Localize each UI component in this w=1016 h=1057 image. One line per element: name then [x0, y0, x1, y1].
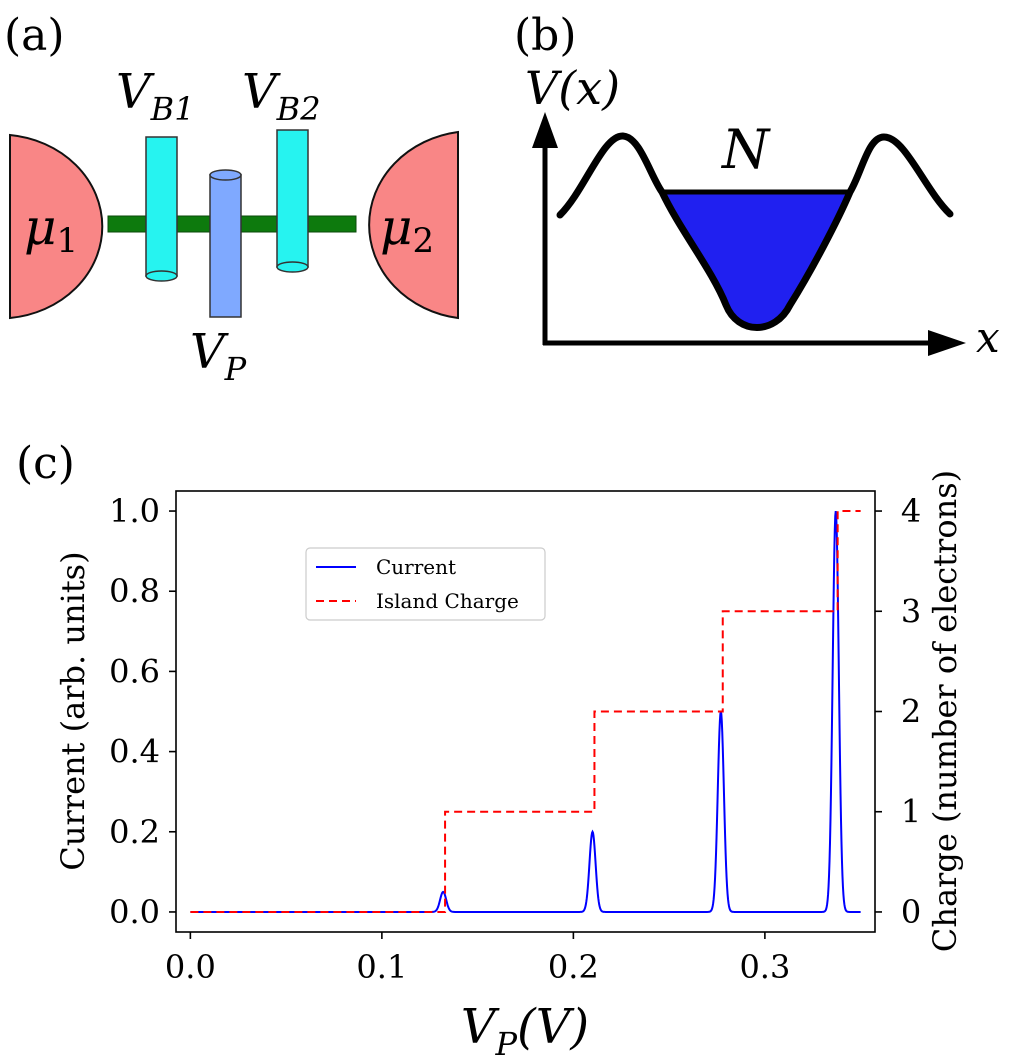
b-y-arrowhead — [532, 112, 558, 148]
vb1-label: VB1 — [116, 64, 195, 128]
y-right-tick-label: 1 — [901, 793, 921, 831]
legend-entry-island-charge: Island Charge — [376, 589, 519, 613]
b-x-arrowhead — [928, 330, 966, 356]
ticks-layer: 0.0 0.1 0.2 0.3 0.0 0.2 0.4 0.6 0.8 1.0 0 1 2 3 4 — [109, 492, 921, 986]
vb2-label: VB2 — [242, 64, 321, 128]
potential-curve — [556, 132, 954, 331]
mu2-label: μ2 — [380, 198, 434, 261]
y-right-tick-label: 0 — [901, 893, 921, 931]
y-left-tick-label: 0.4 — [109, 733, 160, 771]
legend-box — [305, 547, 546, 621]
well-fill — [662, 192, 850, 328]
barrier-gate-2 — [276, 129, 309, 273]
y-left-tick-label: 0.2 — [109, 813, 160, 851]
chart: 0.0 0.1 0.2 0.3 0.0 0.2 0.4 0.6 0.8 1.0 0 1 2 3 4 Curr… — [54, 470, 964, 1057]
x-tick-label: 0.0 — [165, 948, 216, 986]
x-axis-label: VP(V) — [461, 999, 589, 1057]
y-left-tick-label: 0.8 — [109, 572, 160, 610]
y-left-tick-label: 0.0 — [109, 893, 160, 931]
y-left-tick-label: 0.6 — [109, 652, 160, 690]
panel-c: (c) 0.0 0.1 0.2 0.3 0.0 0.2 0.4 0.6 0.8 1.0 0 1 2 3 4 … — [16, 438, 964, 1057]
panel-b-label: (b) — [514, 10, 577, 61]
b-y-label: V(x) — [525, 61, 620, 115]
vp-label: VP — [190, 324, 247, 388]
b-x-label: x — [976, 313, 1000, 362]
left-lead — [9, 133, 104, 320]
right-lead — [368, 130, 459, 320]
mu1-label: μ1 — [24, 198, 78, 261]
series-island-charge-line — [190, 510, 861, 913]
panel-c-label: (c) — [16, 438, 75, 489]
x-tick-label: 0.2 — [548, 948, 599, 986]
y-right-axis-label: Charge (number of electrons) — [926, 470, 964, 952]
y-left-tick-label: 1.0 — [109, 492, 160, 530]
y-left-axis-label: Current (arb. units) — [54, 551, 92, 870]
panel-a: (a) μ1 μ2 VB1 VB2 VP — [4, 10, 459, 388]
barrier-gate-1 — [145, 136, 178, 282]
y-right-tick-label: 3 — [901, 592, 921, 630]
x-tick-label: 0.1 — [356, 948, 407, 986]
legend-entry-current: Current — [376, 555, 456, 579]
plunger-gate — [209, 169, 242, 318]
legend: Current Island Charge — [305, 547, 546, 621]
b-n-label: N — [720, 118, 771, 181]
panel-a-label: (a) — [4, 10, 65, 61]
series-layer — [190, 510, 861, 913]
y-right-tick-label: 2 — [901, 693, 921, 731]
panel-b: (b) V(x) x N — [514, 10, 1000, 362]
y-right-tick-label: 4 — [901, 492, 921, 530]
x-tick-label: 0.3 — [739, 948, 790, 986]
